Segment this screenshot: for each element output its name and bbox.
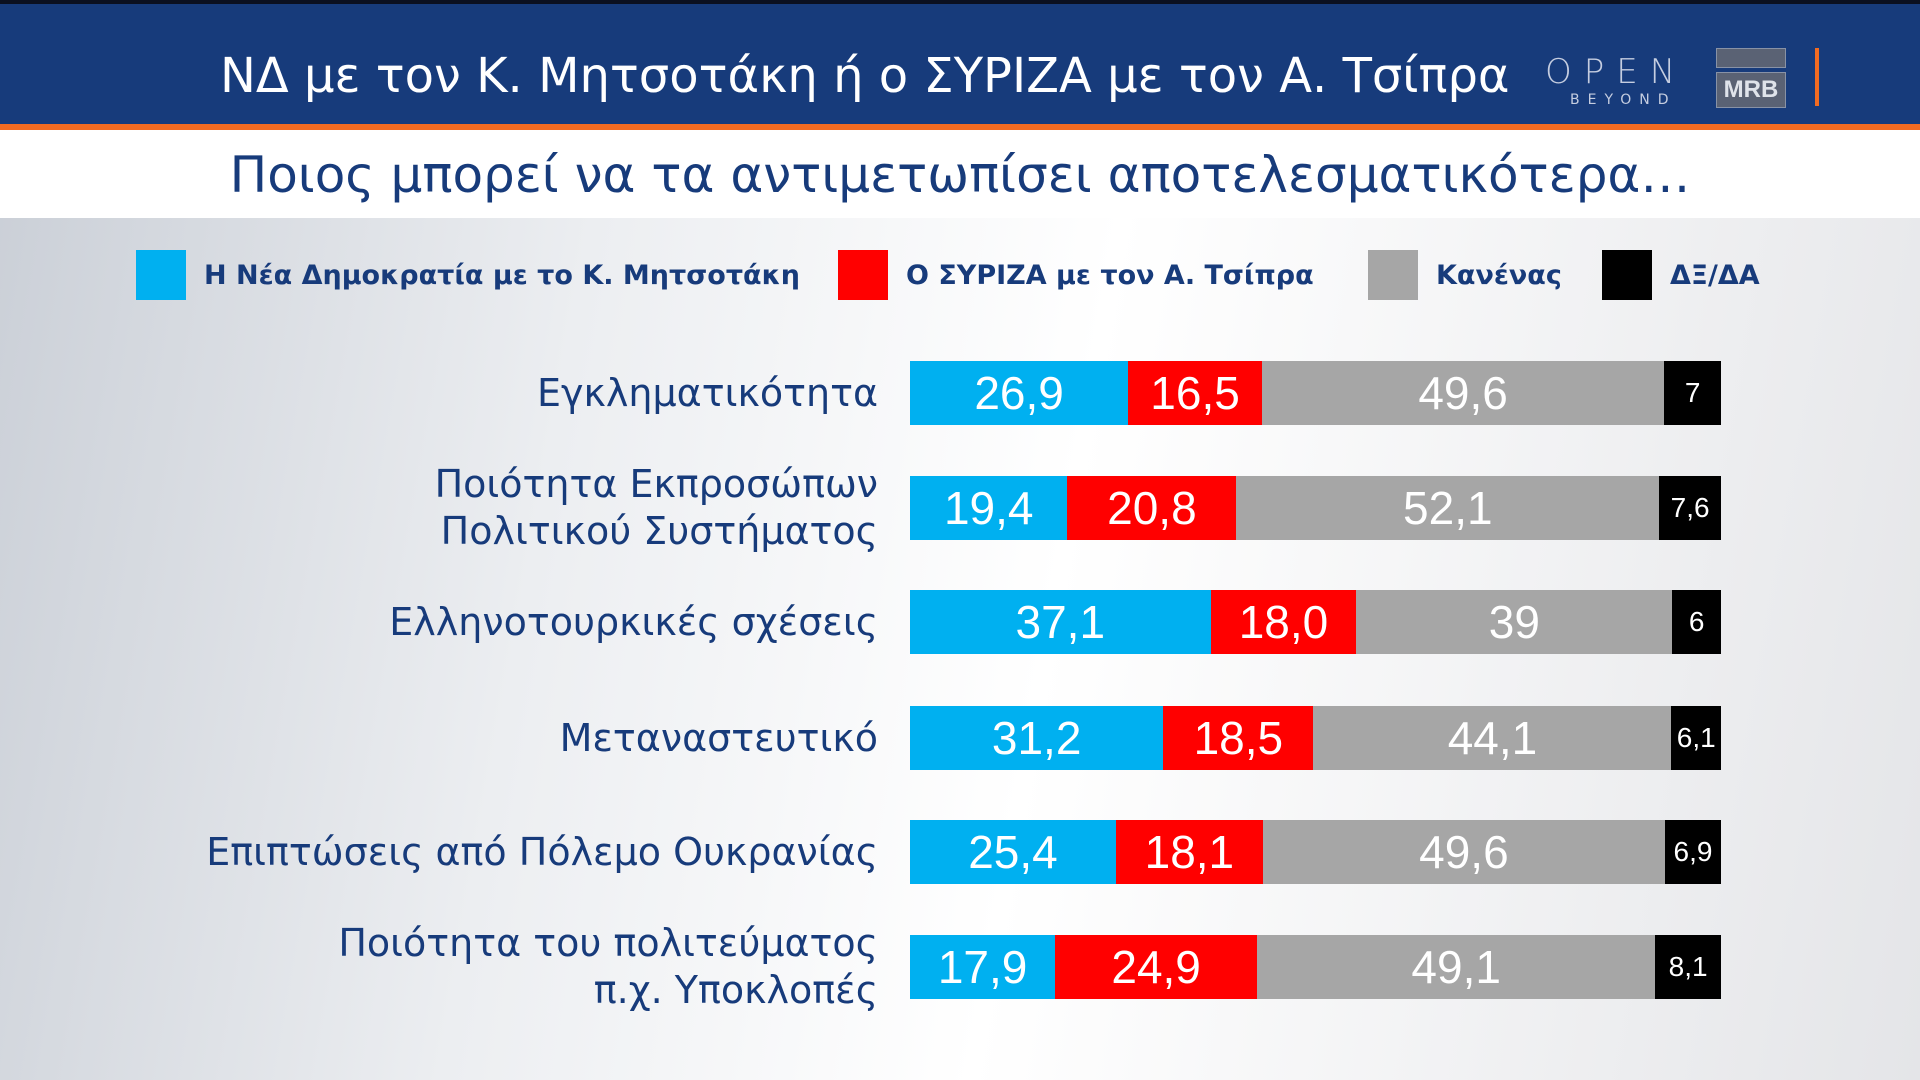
legend-swatch bbox=[136, 250, 186, 300]
bar-segment: 18,0 bbox=[1210, 590, 1357, 654]
chart-subtitle: Ποιος μπορεί να τα αντιμετωπίσει αποτελε… bbox=[229, 146, 1691, 204]
bar-segment: 17,9 bbox=[910, 935, 1056, 999]
header-accent-line bbox=[0, 124, 1920, 130]
open-logo: OPEN bbox=[1545, 52, 1688, 92]
bar-segment: 31,2 bbox=[910, 706, 1164, 770]
data-label: 16,5 bbox=[1150, 367, 1240, 419]
category-label-line: π.χ. Υποκλοπές bbox=[593, 968, 878, 1012]
legend-label: Κανένας bbox=[1436, 259, 1562, 291]
data-label: 18,5 bbox=[1193, 712, 1284, 764]
bar-segment: 6,1 bbox=[1671, 706, 1721, 770]
data-label: 44,1 bbox=[1447, 712, 1538, 764]
data-label: 31,2 bbox=[991, 712, 1082, 764]
legend-item: Κανένας bbox=[1368, 250, 1562, 300]
bar-segment: 16,5 bbox=[1128, 361, 1262, 425]
data-label: 18,0 bbox=[1238, 596, 1329, 648]
data-label: 25,4 bbox=[968, 826, 1058, 878]
bar-segment: 7,6 bbox=[1659, 476, 1721, 540]
data-label: 49,6 bbox=[1419, 826, 1509, 878]
bar-segment: 20,8 bbox=[1067, 476, 1237, 540]
bar-segment: 49,1 bbox=[1257, 935, 1656, 999]
data-label: 18,1 bbox=[1144, 826, 1235, 878]
legend-swatch bbox=[838, 250, 888, 300]
bar-segment: 18,5 bbox=[1163, 706, 1314, 770]
data-label: 20,8 bbox=[1107, 482, 1197, 534]
legend-swatch bbox=[1602, 250, 1652, 300]
category-label-line: Μεταναστευτικό bbox=[559, 715, 878, 760]
logo-divider bbox=[1815, 48, 1819, 106]
bar-segment: 7 bbox=[1664, 361, 1721, 425]
category-label-line: Εγκληματικότητα bbox=[537, 370, 878, 415]
category-label-line: Επιπτώσεις από Πόλεμο Ουκρανίας bbox=[206, 829, 878, 874]
bar-segment: 37,1 bbox=[910, 590, 1211, 654]
legend-item: Ο ΣΥΡΙΖΑ με τον Α. Τσίπρα bbox=[838, 250, 1314, 300]
page-title: ΝΔ με τον Κ. Μητσοτάκη ή ο ΣΥΡΙΖΑ με τον… bbox=[220, 48, 1510, 104]
legend-item: Η Νέα Δημοκρατία με το Κ. Μητσοτάκη bbox=[136, 250, 800, 300]
data-label: 49,6 bbox=[1418, 367, 1508, 419]
open-logo-beyond: BEYOND bbox=[1570, 92, 1677, 108]
category-label-line: Πολιτικού Συστήματος bbox=[440, 509, 878, 553]
data-label: 52,1 bbox=[1403, 482, 1493, 534]
mrb-logo-block bbox=[1716, 48, 1786, 68]
category-label: Ελληνοτουρκικές σχέσεις bbox=[78, 599, 878, 646]
data-label: 19,4 bbox=[943, 482, 1034, 534]
category-label: Μεταναστευτικό bbox=[78, 715, 878, 762]
bar-segment: 19,4 bbox=[910, 476, 1068, 540]
legend-item: ΔΞ/ΔΑ bbox=[1602, 250, 1760, 300]
category-label-line: Ποιότητα του πολιτεύματος bbox=[338, 921, 878, 965]
category-label: Επιπτώσεις από Πόλεμο Ουκρανίας bbox=[78, 829, 878, 876]
bar-segment: 49,6 bbox=[1261, 361, 1665, 425]
data-label: 49,1 bbox=[1411, 941, 1501, 993]
bar-segment: 39 bbox=[1356, 590, 1673, 654]
category-label: Ποιότητα του πολιτεύματος π.χ. Υποκλοπές bbox=[78, 920, 878, 1014]
bar-segment: 6,9 bbox=[1665, 820, 1721, 884]
bar-segment: 44,1 bbox=[1313, 706, 1672, 770]
bar-segment: 26,9 bbox=[910, 361, 1129, 425]
bar-segment: 25,4 bbox=[910, 820, 1116, 884]
category-label: Ποιότητα Εκπροσώπων Πολιτικού Συστήματος bbox=[78, 461, 878, 555]
data-label: 37,1 bbox=[1015, 596, 1106, 648]
data-label: 6,1 bbox=[1676, 722, 1716, 753]
legend-swatch bbox=[1368, 250, 1418, 300]
bar-segment: 6 bbox=[1672, 590, 1721, 654]
legend-label: ΔΞ/ΔΑ bbox=[1670, 259, 1760, 291]
data-label: 7,6 bbox=[1670, 492, 1710, 523]
legend-label: Ο ΣΥΡΙΖΑ με τον Α. Τσίπρα bbox=[906, 259, 1314, 291]
category-label: Εγκληματικότητα bbox=[78, 370, 878, 417]
bar-segment: 49,6 bbox=[1262, 820, 1666, 884]
data-label: 6 bbox=[1688, 606, 1705, 637]
data-label: 24,9 bbox=[1111, 941, 1201, 993]
header-bar bbox=[0, 0, 1920, 128]
bar-segment: 24,9 bbox=[1055, 935, 1258, 999]
data-label: 7 bbox=[1684, 377, 1701, 408]
data-label: 8,1 bbox=[1668, 951, 1708, 982]
data-label: 17,9 bbox=[937, 941, 1028, 993]
data-label: 6,9 bbox=[1673, 836, 1713, 867]
subtitle-band bbox=[0, 130, 1920, 218]
category-label-line: Ποιότητα Εκπροσώπων bbox=[434, 462, 878, 506]
category-label-line: Ελληνοτουρκικές σχέσεις bbox=[389, 599, 878, 644]
bar-segment: 18,1 bbox=[1115, 820, 1263, 884]
mrb-logo: MRB bbox=[1716, 72, 1786, 108]
legend-label: Η Νέα Δημοκρατία με το Κ. Μητσοτάκη bbox=[204, 259, 801, 291]
data-label: 26,9 bbox=[974, 367, 1064, 419]
bar-segment: 8,1 bbox=[1655, 935, 1721, 999]
bar-segment: 52,1 bbox=[1236, 476, 1660, 540]
data-label: 39 bbox=[1488, 596, 1540, 648]
